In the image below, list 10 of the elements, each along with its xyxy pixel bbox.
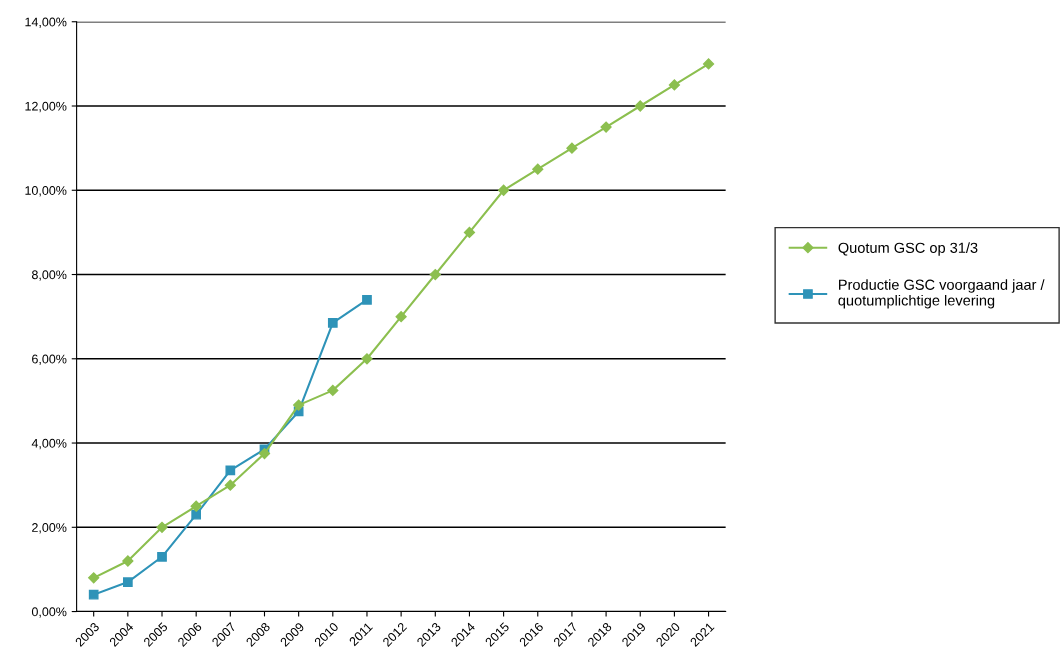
legend-label: Quotum GSC op 31/3 <box>838 242 978 256</box>
y-tick-label: 14,00% <box>25 17 67 28</box>
y-tick-label: 4,00% <box>31 438 67 450</box>
y-tick-label: 12,00% <box>25 101 67 113</box>
y-tick-label: 8,00% <box>31 270 67 281</box>
y-tick-label: 6,00% <box>32 354 67 365</box>
y-tick-label: 10,00% <box>25 186 67 197</box>
y-tick-label: 2,00% <box>32 523 67 534</box>
legend-label: Productie GSC voorgaand jaar / quotumplichtige levering <box>838 279 1045 309</box>
y-tick-label: 0,00% <box>31 607 67 618</box>
